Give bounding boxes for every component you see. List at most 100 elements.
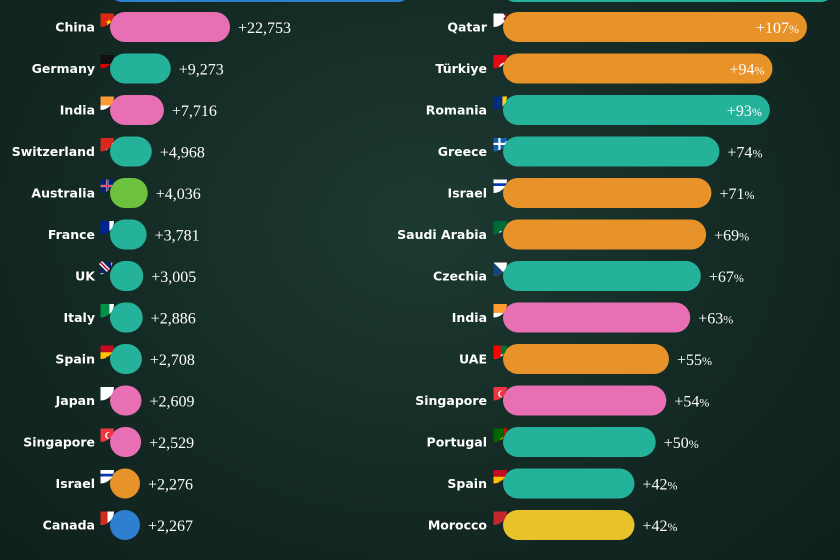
category-label: India (452, 310, 487, 325)
bar-india (110, 95, 164, 125)
bar-row-portugal: Portugal +50% (427, 427, 699, 457)
category-label: Qatar (447, 20, 487, 35)
value-label: +67% (709, 269, 744, 286)
bar-row-canada: Canada +2,267 (43, 510, 193, 540)
value-label: +7,716 (172, 103, 217, 120)
bar-italy (110, 302, 143, 333)
value-label: +54% (674, 394, 709, 411)
bar-australia (110, 178, 148, 208)
category-label: Greece (438, 144, 487, 159)
bar-germany (110, 53, 171, 84)
bar-greece (503, 136, 720, 167)
value-label: +55% (677, 352, 712, 369)
category-label: Spain (55, 352, 95, 367)
category-label: Portugal (427, 435, 487, 450)
bar-france (110, 219, 147, 250)
bar-row-morocco: Morocco +42% (428, 510, 678, 540)
value-label: +2,708 (150, 352, 195, 369)
category-label: Saudi Arabia (397, 227, 487, 242)
bar-qatar (503, 12, 807, 42)
category-label: Türkiye (435, 61, 487, 76)
value-label: +9,273 (179, 62, 224, 79)
bar-row-romania: Romania +93% (426, 95, 770, 125)
category-label: France (48, 227, 95, 242)
bar-row-italy: Italy +2,886 (64, 302, 196, 333)
value-label: +93% (727, 103, 762, 120)
bar-row-singapore: Singapore +2,529 (23, 427, 194, 457)
value-label: +50% (664, 435, 699, 452)
value-label: +2,529 (149, 435, 194, 452)
value-label: +2,609 (149, 394, 194, 411)
bar-row-india: India +7,716 (60, 95, 217, 125)
bar-canada (110, 510, 140, 540)
bar-row-australia: Australia +4,036 (31, 178, 201, 208)
bar-japan (110, 385, 142, 416)
value-label: +63% (698, 311, 733, 328)
bar-romania (503, 95, 770, 125)
value-label: +42% (642, 518, 677, 535)
value-label: +69% (714, 228, 749, 245)
category-label: China (55, 20, 95, 35)
bar-uk (110, 261, 144, 291)
bar-singapore (503, 385, 667, 416)
category-label: Italy (64, 310, 96, 325)
value-label: +71% (719, 186, 754, 203)
category-label: Morocco (428, 518, 488, 533)
category-label: Singapore (23, 435, 95, 450)
bar-row-france: France +3,781 (48, 219, 200, 250)
value-label: +4,036 (156, 186, 201, 203)
category-label: Germany (32, 61, 95, 76)
value-label: +3,781 (155, 228, 200, 245)
bar-row-greece: Greece +74% (438, 136, 762, 167)
bar-row-germany: Germany +9,273 (32, 53, 224, 84)
bar-saudi-arabia (503, 219, 707, 250)
value-label: +2,276 (148, 477, 193, 494)
value-label: +42% (642, 477, 677, 494)
bar-uae (503, 344, 669, 374)
category-label: Canada (43, 518, 95, 533)
bar-row-uae: UAE +55% (459, 344, 712, 374)
bar-row-saudi-arabia: Saudi Arabia +69% (397, 219, 749, 250)
bar-row-china: China +22,753 (55, 12, 291, 42)
category-label: Romania (426, 103, 487, 118)
right-chart-percent-change: Qatar +107% Türkiye +94% Romania +93% Greece +7… (397, 0, 828, 540)
bar-turkiye (503, 53, 773, 84)
bar-singapore (110, 427, 142, 457)
category-label: Czechia (433, 269, 487, 284)
value-label: +22,753 (238, 20, 291, 37)
bar-portugal (503, 427, 656, 457)
bar-switzerland (110, 136, 152, 167)
bar-row-qatar: Qatar +107% (447, 12, 807, 42)
bar-spain (503, 468, 635, 499)
category-label: Japan (55, 393, 95, 408)
bar-row-israel: Israel +2,276 (56, 468, 193, 499)
bar-israel (503, 178, 712, 208)
category-label: Israel (448, 186, 487, 201)
value-label: +94% (729, 62, 764, 79)
value-label: +74% (727, 145, 762, 162)
value-label: +3,005 (151, 269, 196, 286)
category-label: Singapore (415, 393, 487, 408)
bar-row-spain: Spain +42% (447, 468, 678, 499)
category-label: Australia (31, 186, 95, 201)
category-label: Israel (56, 476, 95, 491)
value-label: +107% (756, 20, 799, 37)
bar-row-india: India +63% (452, 302, 733, 333)
bar-czechia (503, 261, 701, 291)
category-label: UAE (459, 352, 487, 367)
bar-row-singapore: Singapore +54% (415, 385, 709, 416)
category-label: UK (75, 269, 96, 284)
bar-row-turkiye: Türkiye +94% (435, 53, 773, 84)
value-label: +4,968 (160, 145, 205, 162)
bar-row-japan: Japan +2,609 (55, 385, 194, 416)
bar-row-uk: UK +3,005 (75, 261, 196, 291)
bar-cutoff-top-left (115, 0, 405, 2)
category-label: Spain (447, 476, 487, 491)
bar-cutoff-top-right (508, 0, 828, 2)
bar-row-czechia: Czechia +67% (433, 261, 744, 291)
bar-row-switzerland: Switzerland +4,968 (12, 136, 205, 167)
bar-row-spain: Spain +2,708 (55, 344, 195, 374)
value-label: +2,267 (148, 518, 193, 535)
